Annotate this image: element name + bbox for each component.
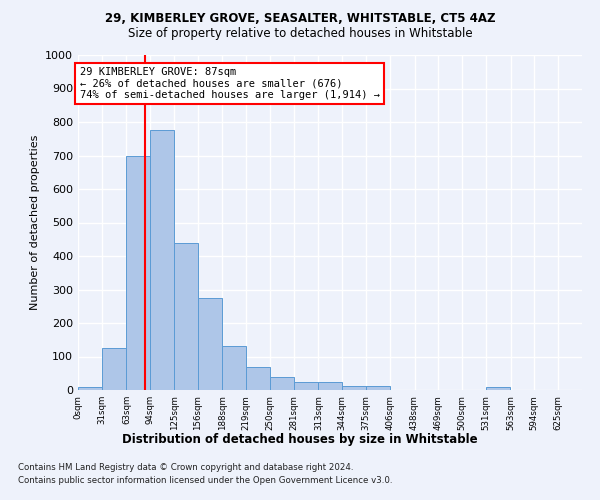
Text: Size of property relative to detached houses in Whitstable: Size of property relative to detached ho… (128, 28, 472, 40)
Text: 29 KIMBERLEY GROVE: 87sqm
← 26% of detached houses are smaller (676)
74% of semi: 29 KIMBERLEY GROVE: 87sqm ← 26% of detac… (80, 66, 380, 100)
Bar (294, 382, 318, 390)
Bar (223, 346, 246, 390)
Bar (78, 388, 102, 390)
Text: 29, KIMBERLEY GROVE, SEASALTER, WHITSTABLE, CT5 4AZ: 29, KIMBERLEY GROVE, SEASALTER, WHITSTAB… (105, 12, 495, 26)
Bar (246, 366, 270, 390)
Text: Contains HM Land Registry data © Crown copyright and database right 2024.: Contains HM Land Registry data © Crown c… (18, 462, 353, 471)
Bar (174, 242, 198, 390)
Text: Contains public sector information licensed under the Open Government Licence v3: Contains public sector information licen… (18, 476, 392, 485)
Bar (198, 298, 221, 390)
Bar (319, 382, 342, 390)
Bar (150, 130, 174, 390)
Bar (342, 386, 366, 390)
Bar (366, 386, 390, 390)
Bar (486, 388, 510, 390)
Bar (270, 376, 294, 390)
Bar (127, 156, 150, 390)
Y-axis label: Number of detached properties: Number of detached properties (29, 135, 40, 310)
Bar (102, 348, 125, 390)
Text: Distribution of detached houses by size in Whitstable: Distribution of detached houses by size … (122, 432, 478, 446)
